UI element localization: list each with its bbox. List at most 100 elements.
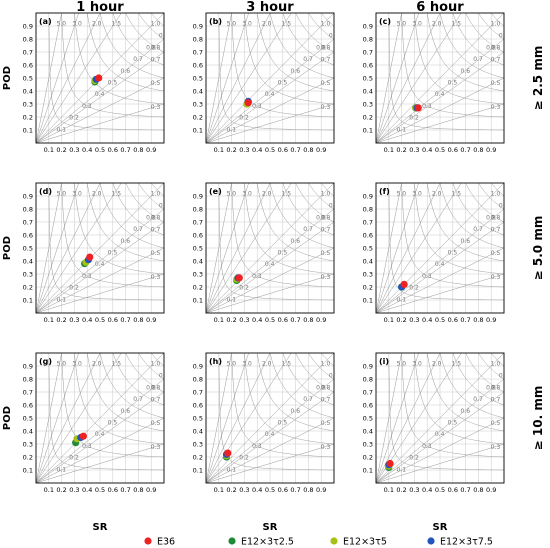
- x-tick-label: 0.1: [384, 316, 394, 324]
- csi-contour: [388, 19, 504, 131]
- bias-line-label: 2.0: [92, 190, 102, 197]
- csi-contour-label: 0.4: [265, 431, 275, 438]
- bias-line-label: 0.8: [321, 44, 331, 51]
- x-tick-label: 0.4: [422, 486, 432, 494]
- bias-line: [206, 183, 292, 313]
- y-tick-label: 0.1: [193, 466, 203, 474]
- y-tick-label: 0.5: [363, 244, 373, 252]
- bias-line-label: 5.0: [227, 20, 237, 27]
- y-tick-label: 0.8: [363, 205, 373, 213]
- bias-line-label: 3.0: [242, 20, 252, 27]
- panel-b: 0.10.20.30.40.50.60.70.80.90.30.50.70.81…: [193, 12, 335, 154]
- y-tick-label: 0.5: [23, 414, 33, 422]
- csi-contour: [295, 13, 334, 53]
- bias-line-label: 0.8: [321, 384, 331, 391]
- bias-line: [36, 38, 164, 143]
- csi-contour-label: 0.5: [448, 80, 458, 87]
- csi-contour-label: 0.5: [278, 250, 288, 257]
- x-tick-label: 0.6: [448, 316, 458, 324]
- bias-line-label: 3.0: [412, 360, 422, 367]
- csi-contour: [48, 19, 164, 131]
- bias-line-label: 0.8: [321, 214, 331, 221]
- bias-line-label: 0.7: [491, 226, 501, 233]
- bias-line-label: 0.5: [491, 250, 501, 257]
- bias-line: [36, 13, 79, 143]
- bias-line: [376, 38, 504, 143]
- bias-line-label: 3.0: [72, 190, 82, 197]
- bias-line: [206, 51, 334, 143]
- x-tick-label: 0.9: [146, 316, 156, 324]
- bias-line-label: 0.3: [321, 104, 331, 111]
- x-tick-label: 0.5: [435, 146, 445, 154]
- y-tick-label: 0.5: [193, 414, 203, 422]
- bias-line: [206, 77, 334, 143]
- csi-contour: [244, 183, 334, 275]
- y-tick-label: 0.8: [193, 375, 203, 383]
- bias-line-label: 1.0: [321, 20, 331, 27]
- panel-label: (f): [379, 187, 390, 196]
- y-tick-label: 0.2: [363, 283, 373, 291]
- csi-contour-label: 0.1: [56, 296, 66, 303]
- bias-line-label: 5.0: [57, 190, 67, 197]
- bias-line: [206, 13, 271, 143]
- x-tick-label: 0.5: [435, 486, 445, 494]
- bias-line-label: 0.5: [151, 420, 161, 427]
- bias-line: [36, 183, 122, 313]
- y-tick-label: 0.4: [363, 257, 373, 265]
- bias-line-label: 0.7: [491, 396, 501, 403]
- legend-label: E36: [157, 537, 175, 548]
- csi-contour: [465, 13, 504, 53]
- bias-line: [376, 51, 504, 143]
- bias-line: [206, 353, 232, 483]
- x-tick-label: 0.1: [214, 316, 224, 324]
- y-tick-label: 0.4: [193, 87, 203, 95]
- x-tick-label: 0.9: [146, 146, 156, 154]
- bias-line-label: 5.0: [57, 20, 67, 27]
- x-tick-label: 0.1: [214, 146, 224, 154]
- y-tick-label: 0.6: [363, 231, 373, 239]
- csi-contour-label: 0.4: [435, 91, 445, 98]
- bias-line: [36, 13, 62, 143]
- csi-contour: [478, 183, 504, 209]
- csi-contour-label: 0.6: [120, 238, 130, 245]
- bias-line: [206, 13, 232, 143]
- csi-contour: [257, 353, 334, 432]
- csi-contour: [74, 13, 164, 105]
- csi-contour-label: 0.8: [486, 214, 496, 221]
- panel-frame: [375, 182, 505, 314]
- bias-line: [206, 183, 334, 313]
- csi-contour-label: 0.4: [435, 261, 445, 268]
- x-axis-label: SR: [433, 522, 448, 533]
- csi-contour-label: 0.2: [409, 115, 419, 122]
- y-tick-label: 0.4: [23, 87, 33, 95]
- csi-contour: [48, 359, 164, 471]
- bias-line-label: 1.5: [282, 190, 292, 197]
- bias-line: [36, 353, 79, 483]
- x-tick-label: 0.3: [409, 486, 419, 494]
- y-tick-label: 0.1: [23, 126, 33, 134]
- bias-line: [376, 183, 419, 313]
- bias-line-label: 2.0: [432, 190, 442, 197]
- y-tick-label: 0.9: [23, 192, 33, 200]
- x-tick-label: 0.8: [133, 146, 143, 154]
- panel-frame: [205, 12, 335, 144]
- column-title: 3 hour: [246, 0, 294, 15]
- y-tick-label: 0.8: [193, 205, 203, 213]
- panel-label: (a): [39, 17, 52, 26]
- panel-frame: [375, 12, 505, 144]
- legend-marker: [330, 537, 338, 545]
- panel-label: (b): [209, 17, 222, 26]
- bias-line-label: 0.3: [491, 104, 501, 111]
- csi-contour: [87, 353, 164, 432]
- csi-contour: [282, 13, 334, 66]
- bias-line: [36, 353, 101, 483]
- y-tick-label: 0.5: [363, 74, 373, 82]
- bias-line: [376, 273, 504, 313]
- bias-line: [36, 353, 164, 483]
- bias-line-label: 0.7: [151, 226, 161, 233]
- bias-line: [36, 183, 79, 313]
- y-tick-label: 0.5: [193, 74, 203, 82]
- csi-contour-label: 0.1: [226, 126, 236, 133]
- panel-frame: [205, 182, 335, 314]
- bias-line: [36, 353, 62, 483]
